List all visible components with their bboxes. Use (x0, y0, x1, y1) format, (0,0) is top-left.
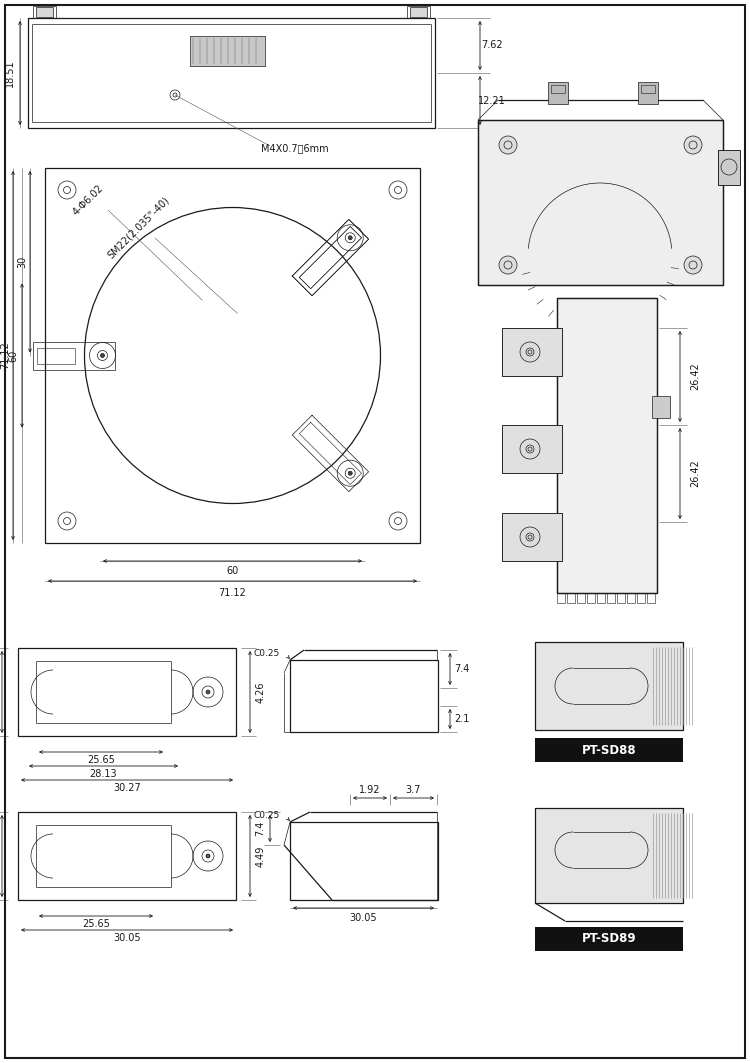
Text: 7.4: 7.4 (454, 664, 470, 674)
Bar (502, 328, 562, 376)
Text: 30.05: 30.05 (350, 913, 377, 923)
Circle shape (684, 136, 702, 154)
Bar (535, 738, 683, 762)
Bar (607, 593, 615, 603)
Bar (567, 593, 575, 603)
Bar (597, 593, 605, 603)
Bar (290, 660, 438, 732)
Text: 4.49: 4.49 (256, 845, 266, 866)
Circle shape (499, 256, 517, 274)
Circle shape (100, 354, 104, 357)
Bar (647, 593, 655, 603)
Text: 7.62: 7.62 (482, 40, 502, 51)
Text: C0.25: C0.25 (254, 648, 280, 658)
Bar (638, 82, 658, 104)
Bar (637, 593, 645, 603)
Text: 71.12: 71.12 (219, 588, 246, 598)
Text: 60: 60 (226, 566, 238, 576)
Bar (410, 7, 427, 17)
Bar (18, 812, 236, 900)
Text: 30.05: 30.05 (113, 933, 141, 943)
Text: PT-SD89: PT-SD89 (582, 932, 636, 945)
Text: 4.26: 4.26 (256, 681, 266, 703)
Bar (617, 593, 625, 603)
Bar (535, 808, 683, 902)
Circle shape (499, 136, 517, 154)
Bar (718, 150, 740, 185)
Text: 2.1: 2.1 (454, 714, 470, 724)
Bar (535, 808, 683, 902)
Bar (535, 927, 683, 951)
Text: 25.65: 25.65 (82, 919, 110, 929)
Bar (478, 120, 723, 285)
Bar (557, 298, 657, 593)
Text: 28.13: 28.13 (90, 769, 117, 779)
Circle shape (348, 236, 352, 240)
Bar (577, 593, 585, 603)
Circle shape (206, 690, 210, 694)
Circle shape (684, 256, 702, 274)
Text: 25.65: 25.65 (87, 755, 115, 765)
Bar (502, 425, 562, 473)
Text: 4-Φ6.02: 4-Φ6.02 (70, 183, 105, 217)
Bar (18, 648, 236, 736)
Text: 26.42: 26.42 (690, 362, 700, 390)
Bar (551, 85, 565, 92)
Bar (28, 18, 435, 128)
Text: 60: 60 (8, 350, 18, 361)
Bar (36, 7, 53, 17)
Bar (32, 341, 115, 370)
Bar (641, 85, 655, 92)
Bar (290, 822, 438, 900)
Text: PT-SD88: PT-SD88 (582, 743, 636, 757)
Text: 12.21: 12.21 (478, 96, 506, 105)
Bar (502, 513, 562, 561)
Bar (535, 642, 683, 730)
Bar (45, 168, 420, 543)
Text: 71.12: 71.12 (0, 341, 10, 369)
Bar (535, 642, 683, 730)
Text: 18.51: 18.51 (5, 60, 15, 87)
Bar (557, 593, 565, 603)
Bar (587, 593, 595, 603)
Text: M4X0.7深6mm: M4X0.7深6mm (261, 144, 328, 153)
Text: 1.92: 1.92 (359, 784, 381, 795)
Circle shape (520, 439, 540, 459)
Text: SM22(2.035"-40): SM22(2.035"-40) (105, 196, 171, 260)
Text: 30.27: 30.27 (113, 783, 141, 793)
Circle shape (520, 342, 540, 362)
Bar (502, 425, 562, 473)
Bar (627, 593, 635, 603)
Circle shape (520, 527, 540, 547)
Circle shape (348, 471, 352, 475)
Bar (557, 298, 657, 593)
Bar (502, 513, 562, 561)
Circle shape (206, 854, 210, 858)
Bar (502, 328, 562, 376)
Text: C0.25: C0.25 (254, 810, 280, 820)
Text: 30: 30 (17, 255, 27, 268)
Text: 7.4: 7.4 (255, 821, 265, 836)
Bar (718, 150, 740, 185)
Text: 26.42: 26.42 (690, 459, 700, 487)
Bar (652, 396, 670, 418)
Text: 3.7: 3.7 (406, 784, 422, 795)
Bar (190, 36, 265, 66)
Bar (37, 348, 74, 364)
Bar (548, 82, 568, 104)
Bar (478, 120, 723, 285)
